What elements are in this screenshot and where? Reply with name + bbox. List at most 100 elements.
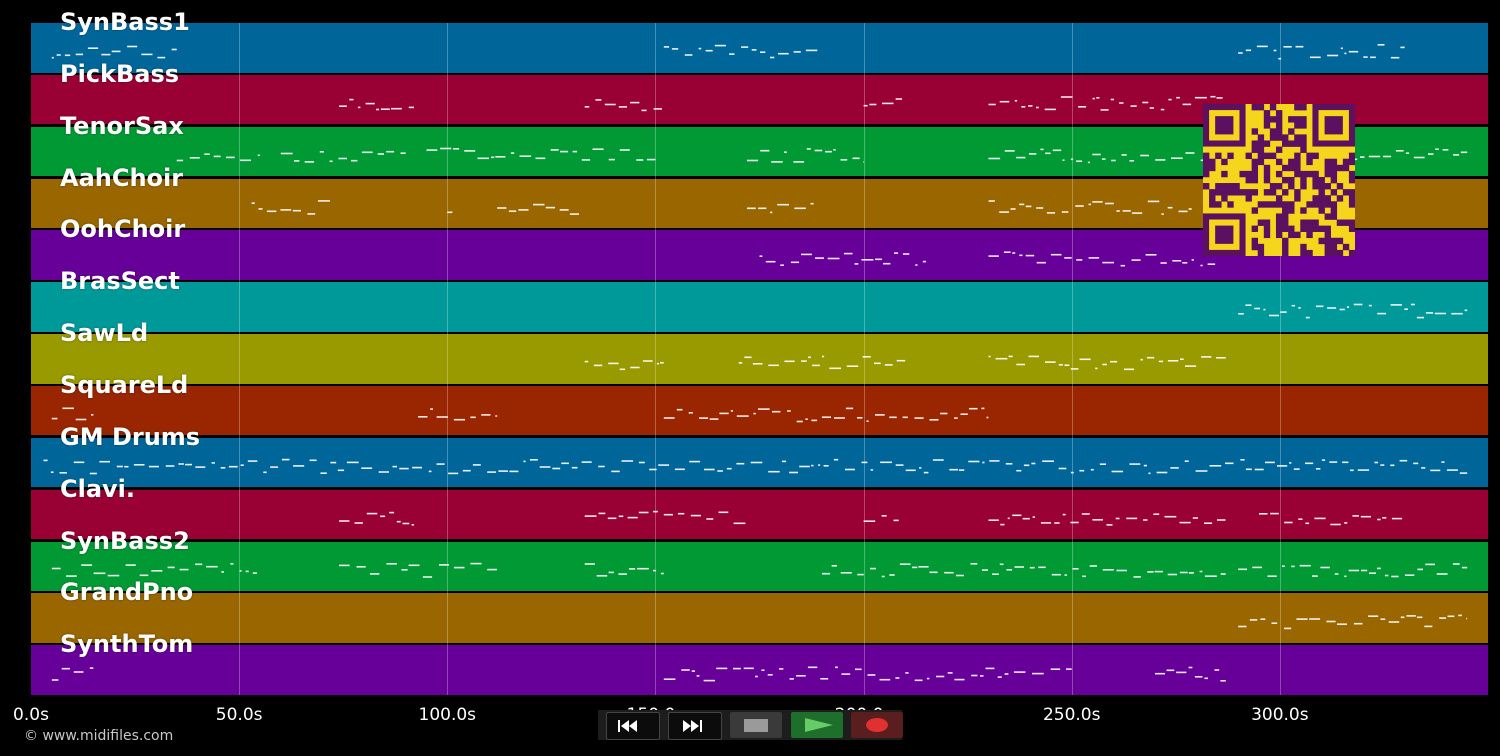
note-event xyxy=(1295,45,1304,48)
note-event xyxy=(968,460,980,463)
note-event xyxy=(1453,154,1460,156)
note-event xyxy=(1176,671,1187,674)
note-event xyxy=(495,156,506,158)
note-event xyxy=(719,412,729,415)
qr-code-image[interactable] xyxy=(1203,104,1356,257)
note-event xyxy=(1390,304,1402,306)
stop-button[interactable] xyxy=(730,712,782,738)
track-name-label: GM Drums xyxy=(60,422,201,451)
note-event xyxy=(487,568,497,571)
note-event xyxy=(981,569,988,571)
note-event xyxy=(1058,364,1063,366)
note-event xyxy=(1352,515,1359,517)
note-event xyxy=(1192,517,1198,519)
note-event xyxy=(1066,668,1072,670)
note-event xyxy=(581,461,592,463)
track-lane[interactable] xyxy=(31,645,1488,695)
note-event xyxy=(1121,154,1127,156)
note-event xyxy=(922,260,926,263)
note-event xyxy=(779,668,784,670)
note-event xyxy=(99,460,110,463)
note-event xyxy=(915,264,918,266)
note-event xyxy=(1326,620,1336,623)
note-event xyxy=(793,51,801,53)
note-event xyxy=(497,207,507,209)
note-event xyxy=(389,511,395,514)
note-event xyxy=(1021,106,1026,108)
note-event xyxy=(653,569,657,572)
note-event xyxy=(220,467,226,469)
note-event xyxy=(1464,309,1468,312)
note-event xyxy=(867,674,876,676)
note-event xyxy=(768,364,779,367)
note-event xyxy=(179,568,189,571)
fast-forward-button[interactable] xyxy=(668,712,722,740)
note-event xyxy=(572,150,578,153)
note-event xyxy=(1050,253,1062,256)
note-event xyxy=(1350,469,1354,472)
note-event xyxy=(1204,522,1213,524)
note-event xyxy=(879,678,891,681)
note-event xyxy=(1089,565,1097,567)
note-event xyxy=(818,464,821,466)
track-lane[interactable] xyxy=(31,385,1488,436)
track-lane[interactable] xyxy=(31,23,1488,73)
note-event xyxy=(981,407,985,410)
note-event xyxy=(863,104,868,107)
note-event xyxy=(988,519,999,521)
note-event xyxy=(870,567,876,570)
play-button[interactable] xyxy=(791,712,843,738)
track-lane[interactable] xyxy=(31,282,1488,332)
note-event xyxy=(304,161,315,163)
note-event xyxy=(729,53,735,55)
track-lane[interactable] xyxy=(31,541,1488,591)
note-event xyxy=(794,207,806,210)
note-event xyxy=(1201,356,1212,358)
record-button[interactable] xyxy=(851,712,903,738)
note-event xyxy=(980,675,984,677)
note-event xyxy=(51,567,61,570)
track-lane[interactable] xyxy=(31,334,1488,384)
note-event xyxy=(716,667,728,670)
note-event xyxy=(902,416,908,419)
note-event xyxy=(185,463,192,466)
note-event xyxy=(982,461,985,464)
note-event xyxy=(765,260,776,263)
note-event xyxy=(240,464,244,466)
note-event xyxy=(418,416,428,418)
note-event xyxy=(1377,312,1386,315)
note-event xyxy=(761,669,765,671)
note-event xyxy=(1344,52,1347,55)
note-event xyxy=(684,54,693,56)
note-event xyxy=(1238,625,1247,628)
track-lane[interactable] xyxy=(31,489,1488,540)
track-name-label: Clavi. xyxy=(60,474,136,503)
note-event xyxy=(861,461,868,464)
note-event xyxy=(1012,252,1016,254)
note-event xyxy=(698,47,702,50)
note-event xyxy=(1425,312,1434,314)
track-lane[interactable] xyxy=(31,593,1488,643)
note-event xyxy=(1282,565,1285,567)
note-event xyxy=(688,412,693,414)
note-event xyxy=(709,418,719,420)
note-event xyxy=(380,108,390,110)
note-event xyxy=(1116,210,1120,212)
note-event xyxy=(1155,672,1165,675)
note-event xyxy=(1413,156,1425,159)
note-event xyxy=(1238,568,1247,571)
note-event xyxy=(62,407,74,410)
note-event xyxy=(1416,616,1423,619)
note-event xyxy=(1446,469,1458,471)
note-event xyxy=(1070,158,1074,161)
note-event xyxy=(1191,259,1194,261)
note-event xyxy=(969,407,978,410)
note-event xyxy=(758,408,770,410)
note-event xyxy=(1207,263,1216,265)
note-event xyxy=(1120,264,1125,267)
record-icon xyxy=(866,718,888,732)
note-event xyxy=(125,564,136,566)
note-event xyxy=(1416,316,1424,319)
rewind-button[interactable] xyxy=(606,712,660,740)
note-event xyxy=(1087,161,1090,164)
